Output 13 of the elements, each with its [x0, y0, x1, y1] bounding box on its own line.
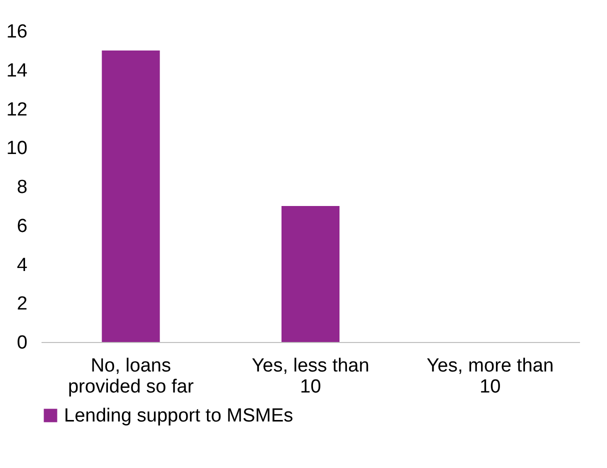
- x-tick-label: Yes, more than 10: [426, 356, 554, 398]
- y-tick-label: 0: [16, 332, 28, 354]
- y-tick-label: 12: [6, 99, 28, 120]
- y-tick-label: 14: [6, 60, 28, 82]
- y-tick-label: 16: [6, 22, 28, 42]
- y-tick-label: 4: [16, 254, 28, 276]
- y-tick-label: 6: [16, 216, 28, 237]
- y-tick-label: 2: [16, 294, 28, 315]
- x-tick-label: Yes, less than 10: [252, 356, 370, 398]
- x-tick-label: No, loans provided so far: [68, 356, 194, 398]
- y-tick-label: 8: [16, 177, 28, 198]
- legend-label: Lending support to MSMEs: [64, 406, 294, 426]
- y-tick-label: 10: [6, 138, 28, 160]
